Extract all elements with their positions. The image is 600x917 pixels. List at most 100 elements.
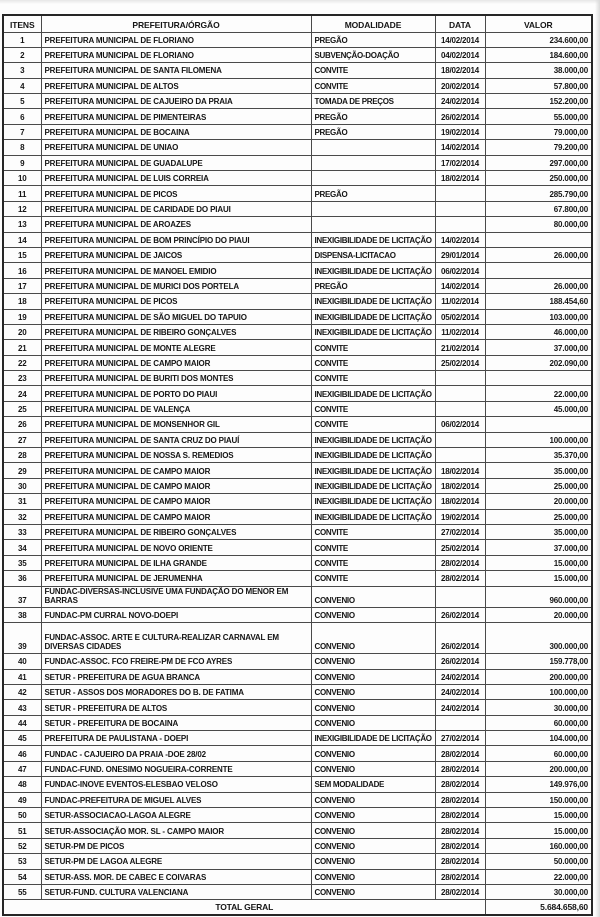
cell-valor: 285.790,00 [484,185,593,202]
cell-data: 14/02/2014 [434,31,486,48]
cell-modalidade: CONVITE [310,370,436,387]
cell-item-number: 45 [2,730,42,747]
cell-data: 28/02/2014 [434,883,486,901]
cell-modalidade: INEXIGIBILIDADE DE LICITAÇÃO [310,262,436,279]
cell-modalidade: CONVENIO [310,853,436,870]
cell-modalidade: CONVENIO [310,622,436,655]
cell-valor: 184.600,00 [484,46,593,64]
cell-data: 28/02/2014 [434,776,486,793]
cell-orgao: FUNDAC-PREFEITURA DE MIGUEL ALVES [40,791,312,809]
cell-valor: 188.454,60 [484,293,593,310]
cell-modalidade: PREGÃO [310,123,436,141]
cell-modalidade: SUBVENÇÃO-DOAÇÃO [310,46,436,64]
cell-orgao: PREFEITURA MUNICIPAL DE RIBEIRO GONÇALVE… [40,523,312,541]
cell-item-number: 22 [2,354,42,372]
cell-data: 28/02/2014 [434,791,486,809]
cell-orgao: SETUR - PREFEITURA DE AGUA BRANCA [40,668,312,685]
cell-valor: 60.000,00 [484,745,593,762]
table-row: 29 PREFEITURA MUNICIPAL DE CAMPO MAIOR I… [2,462,593,479]
cell-item-number: 41 [2,668,42,685]
table-row: 53 SETUR-PM DE LAGOA ALEGRE CONVENIO 28/… [2,853,593,870]
cell-valor: 159.778,00 [484,653,593,670]
cell-valor: 79.000,00 [484,123,593,141]
table-row: 16 PREFEITURA MUNICIPAL DE MANOEL EMIDIO… [2,262,593,279]
cell-data [434,185,486,202]
cell-valor: 200.000,00 [484,668,593,685]
table-row: 4 PREFEITURA MUNICIPAL DE ALTOS CONVITE … [2,77,593,95]
table-row: 11 PREFEITURA MUNICIPAL DE PICOS PREGÃO … [2,185,593,202]
cell-data: 26/02/2014 [434,606,486,624]
cell-orgao: SETUR-ASS. MOR. DE CABEC E COIVARAS [40,868,312,885]
total-value-cell: 5.684.658,60 [484,899,593,916]
cell-item-number: 8 [2,139,42,156]
cell-orgao: SETUR-ASSOCIACAO-LAGOA ALEGRE [40,807,312,824]
cell-valor: 35.370,00 [484,447,593,464]
table-row: 20 PREFEITURA MUNICIPAL DE RIBEIRO GONÇA… [2,323,593,341]
cell-modalidade: INEXIGIBILIDADE DE LICITAÇÃO [310,385,436,402]
table-row: 10 PREFEITURA MUNICIPAL DE LUIS CORREIA … [2,170,593,187]
cell-item-number: 3 [2,62,42,79]
cell-data: 11/02/2014 [434,323,486,341]
cell-modalidade: INEXIGIBILIDADE DE LICITAÇÃO [310,308,436,325]
table-row: 3 PREFEITURA MUNICIPAL DE SANTA FILOMENA… [2,62,593,79]
cell-orgao: FUNDAC-ASSOC. ARTE E CULTURA-REALIZAR CA… [40,622,312,655]
cell-orgao: PREFEITURA MUNICIPAL DE PICOS [40,185,312,202]
cell-valor: 15.000,00 [484,822,593,839]
cell-modalidade: INEXIGIBILIDADE DE LICITAÇÃO [310,231,436,248]
cell-valor: 960.000,00 [484,585,593,608]
cell-item-number: 1 [2,31,42,48]
cell-orgao: PREFEITURA MUNICIPAL DE CAMPO MAIOR [40,354,312,372]
cell-orgao: PREFEITURA MUNICIPAL DE NOSSA S. REMEDIO… [40,447,312,464]
cell-item-number: 10 [2,170,42,187]
cell-item-number: 11 [2,185,42,202]
cell-valor: 25.000,00 [484,508,593,526]
cell-valor: 200.000,00 [484,760,593,778]
cell-item-number: 21 [2,339,42,356]
cell-valor: 38.000,00 [484,62,593,79]
cell-data: 06/02/2014 [434,262,486,279]
table-row: 48 FUNDAC-INOVE EVENTOS-ELESBAO VELOSO S… [2,776,593,793]
table-body: 1 PREFEITURA MUNICIPAL DE FLORIANO PREGÃ… [2,31,593,901]
cell-item-number: 40 [2,653,42,670]
table-row: 30 PREFEITURA MUNICIPAL DE CAMPO MAIOR I… [2,477,593,495]
cell-data: 14/02/2014 [434,231,486,248]
table-row: 41 SETUR - PREFEITURA DE AGUA BRANCA CON… [2,668,593,685]
cell-data [434,431,486,449]
cell-data: 24/02/2014 [434,668,486,685]
cell-data: 18/02/2014 [434,493,486,510]
table-row: 36 PREFEITURA MUNICIPAL DE JERUMENHA CON… [2,570,593,587]
cell-modalidade: CONVENIO [310,791,436,809]
cell-valor: 152.200,00 [484,93,593,110]
cell-modalidade: INEXIGIBILIDADE DE LICITAÇÃO [310,323,436,341]
table-row: 6 PREFEITURA MUNICIPAL DE PIMENTEIRAS PR… [2,108,593,125]
cell-valor: 297.000,00 [484,154,593,172]
cell-data [434,400,486,418]
cell-item-number: 53 [2,853,42,870]
header-row: ITENS PREFEITURA/ÓRGÃO MODALIDADE DATA V… [2,14,593,33]
cell-data: 28/02/2014 [434,853,486,870]
cell-data: 18/02/2014 [434,170,486,187]
cell-item-number: 19 [2,308,42,325]
cell-orgao: PREFEITURA MUNICIPAL DE RIBEIRO GONÇALVE… [40,323,312,341]
cell-item-number: 12 [2,200,42,218]
cell-modalidade: CONVENIO [310,606,436,624]
col-header-modalidade: MODALIDADE [310,14,436,33]
cell-orgao: SETUR-FUND. CULTURA VALENCIANA [40,883,312,901]
cell-item-number: 25 [2,400,42,418]
cell-item-number: 50 [2,807,42,824]
cell-modalidade: INEXIGIBILIDADE DE LICITAÇÃO [310,293,436,310]
table-row: 14 PREFEITURA MUNICIPAL DE BOM PRINCÍPIO… [2,231,593,248]
table-row: 47 FUNDAC-FUND. ONESIMO NOGUEIRA-CORRENT… [2,760,593,778]
cell-valor: 30.000,00 [484,699,593,716]
cell-modalidade: CONVITE [310,416,436,433]
table-row: 25 PREFEITURA MUNICIPAL DE VALENÇA CONVI… [2,400,593,418]
cell-data: 27/02/2014 [434,523,486,541]
cell-item-number: 5 [2,93,42,110]
cell-modalidade: DISPENSA-LICITACAO [310,246,436,264]
cell-modalidade: CONVENIO [310,653,436,670]
col-header-itens: ITENS [2,14,42,33]
cell-valor [484,262,593,279]
cell-valor [484,416,593,433]
cell-data: 25/02/2014 [434,539,486,556]
cell-item-number: 24 [2,385,42,402]
